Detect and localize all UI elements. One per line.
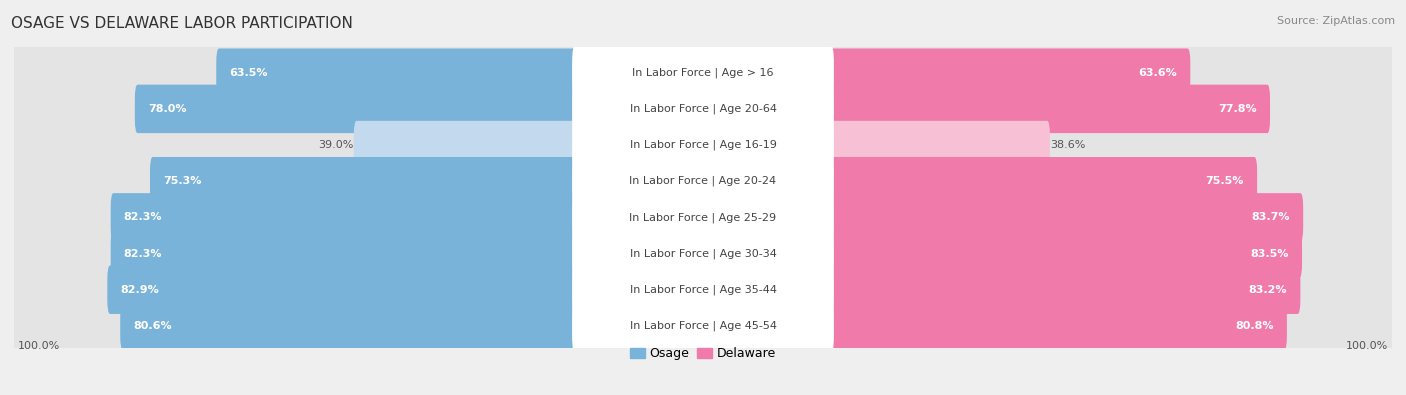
Text: 63.6%: 63.6%	[1139, 68, 1177, 78]
FancyBboxPatch shape	[572, 298, 834, 354]
FancyBboxPatch shape	[13, 212, 1393, 295]
FancyBboxPatch shape	[107, 265, 578, 314]
Text: In Labor Force | Age 20-64: In Labor Force | Age 20-64	[630, 103, 776, 114]
Text: 100.0%: 100.0%	[1347, 341, 1389, 351]
Text: 77.8%: 77.8%	[1219, 104, 1257, 114]
Text: 63.5%: 63.5%	[229, 68, 267, 78]
Text: Source: ZipAtlas.com: Source: ZipAtlas.com	[1277, 16, 1395, 26]
FancyBboxPatch shape	[828, 49, 1191, 97]
FancyBboxPatch shape	[13, 31, 1393, 115]
FancyBboxPatch shape	[354, 121, 578, 169]
FancyBboxPatch shape	[572, 153, 834, 209]
FancyBboxPatch shape	[217, 49, 578, 97]
FancyBboxPatch shape	[13, 67, 1393, 151]
FancyBboxPatch shape	[572, 45, 834, 101]
FancyBboxPatch shape	[572, 81, 834, 137]
FancyBboxPatch shape	[13, 139, 1393, 223]
FancyBboxPatch shape	[150, 157, 578, 205]
FancyBboxPatch shape	[572, 262, 834, 318]
FancyBboxPatch shape	[13, 175, 1393, 260]
FancyBboxPatch shape	[111, 193, 578, 242]
FancyBboxPatch shape	[572, 117, 834, 173]
Text: In Labor Force | Age > 16: In Labor Force | Age > 16	[633, 68, 773, 78]
FancyBboxPatch shape	[13, 248, 1393, 332]
FancyBboxPatch shape	[828, 85, 1270, 133]
Text: 80.6%: 80.6%	[134, 321, 172, 331]
FancyBboxPatch shape	[828, 193, 1303, 242]
Text: 75.3%: 75.3%	[163, 176, 201, 186]
FancyBboxPatch shape	[828, 265, 1301, 314]
Text: In Labor Force | Age 25-29: In Labor Force | Age 25-29	[630, 212, 776, 223]
FancyBboxPatch shape	[828, 121, 1050, 169]
Text: 82.9%: 82.9%	[121, 285, 159, 295]
Text: In Labor Force | Age 45-54: In Labor Force | Age 45-54	[630, 321, 776, 331]
FancyBboxPatch shape	[111, 229, 578, 278]
FancyBboxPatch shape	[13, 284, 1393, 368]
Legend: Osage, Delaware: Osage, Delaware	[624, 342, 782, 365]
Text: In Labor Force | Age 16-19: In Labor Force | Age 16-19	[630, 140, 776, 150]
Text: 82.3%: 82.3%	[124, 248, 162, 259]
FancyBboxPatch shape	[572, 190, 834, 245]
FancyBboxPatch shape	[13, 103, 1393, 187]
FancyBboxPatch shape	[828, 229, 1302, 278]
FancyBboxPatch shape	[135, 85, 578, 133]
FancyBboxPatch shape	[572, 226, 834, 281]
FancyBboxPatch shape	[828, 302, 1286, 350]
Text: 83.7%: 83.7%	[1251, 213, 1291, 222]
Text: In Labor Force | Age 30-34: In Labor Force | Age 30-34	[630, 248, 776, 259]
FancyBboxPatch shape	[828, 157, 1257, 205]
Text: 83.2%: 83.2%	[1249, 285, 1288, 295]
Text: In Labor Force | Age 35-44: In Labor Force | Age 35-44	[630, 284, 776, 295]
Text: 39.0%: 39.0%	[318, 140, 353, 150]
Text: 100.0%: 100.0%	[17, 341, 59, 351]
Text: In Labor Force | Age 20-24: In Labor Force | Age 20-24	[630, 176, 776, 186]
Text: 80.8%: 80.8%	[1236, 321, 1274, 331]
Text: 38.6%: 38.6%	[1050, 140, 1085, 150]
Text: 82.3%: 82.3%	[124, 213, 162, 222]
Text: OSAGE VS DELAWARE LABOR PARTICIPATION: OSAGE VS DELAWARE LABOR PARTICIPATION	[11, 16, 353, 31]
FancyBboxPatch shape	[121, 302, 578, 350]
Text: 78.0%: 78.0%	[148, 104, 187, 114]
Text: 83.5%: 83.5%	[1250, 248, 1289, 259]
Text: 75.5%: 75.5%	[1206, 176, 1244, 186]
